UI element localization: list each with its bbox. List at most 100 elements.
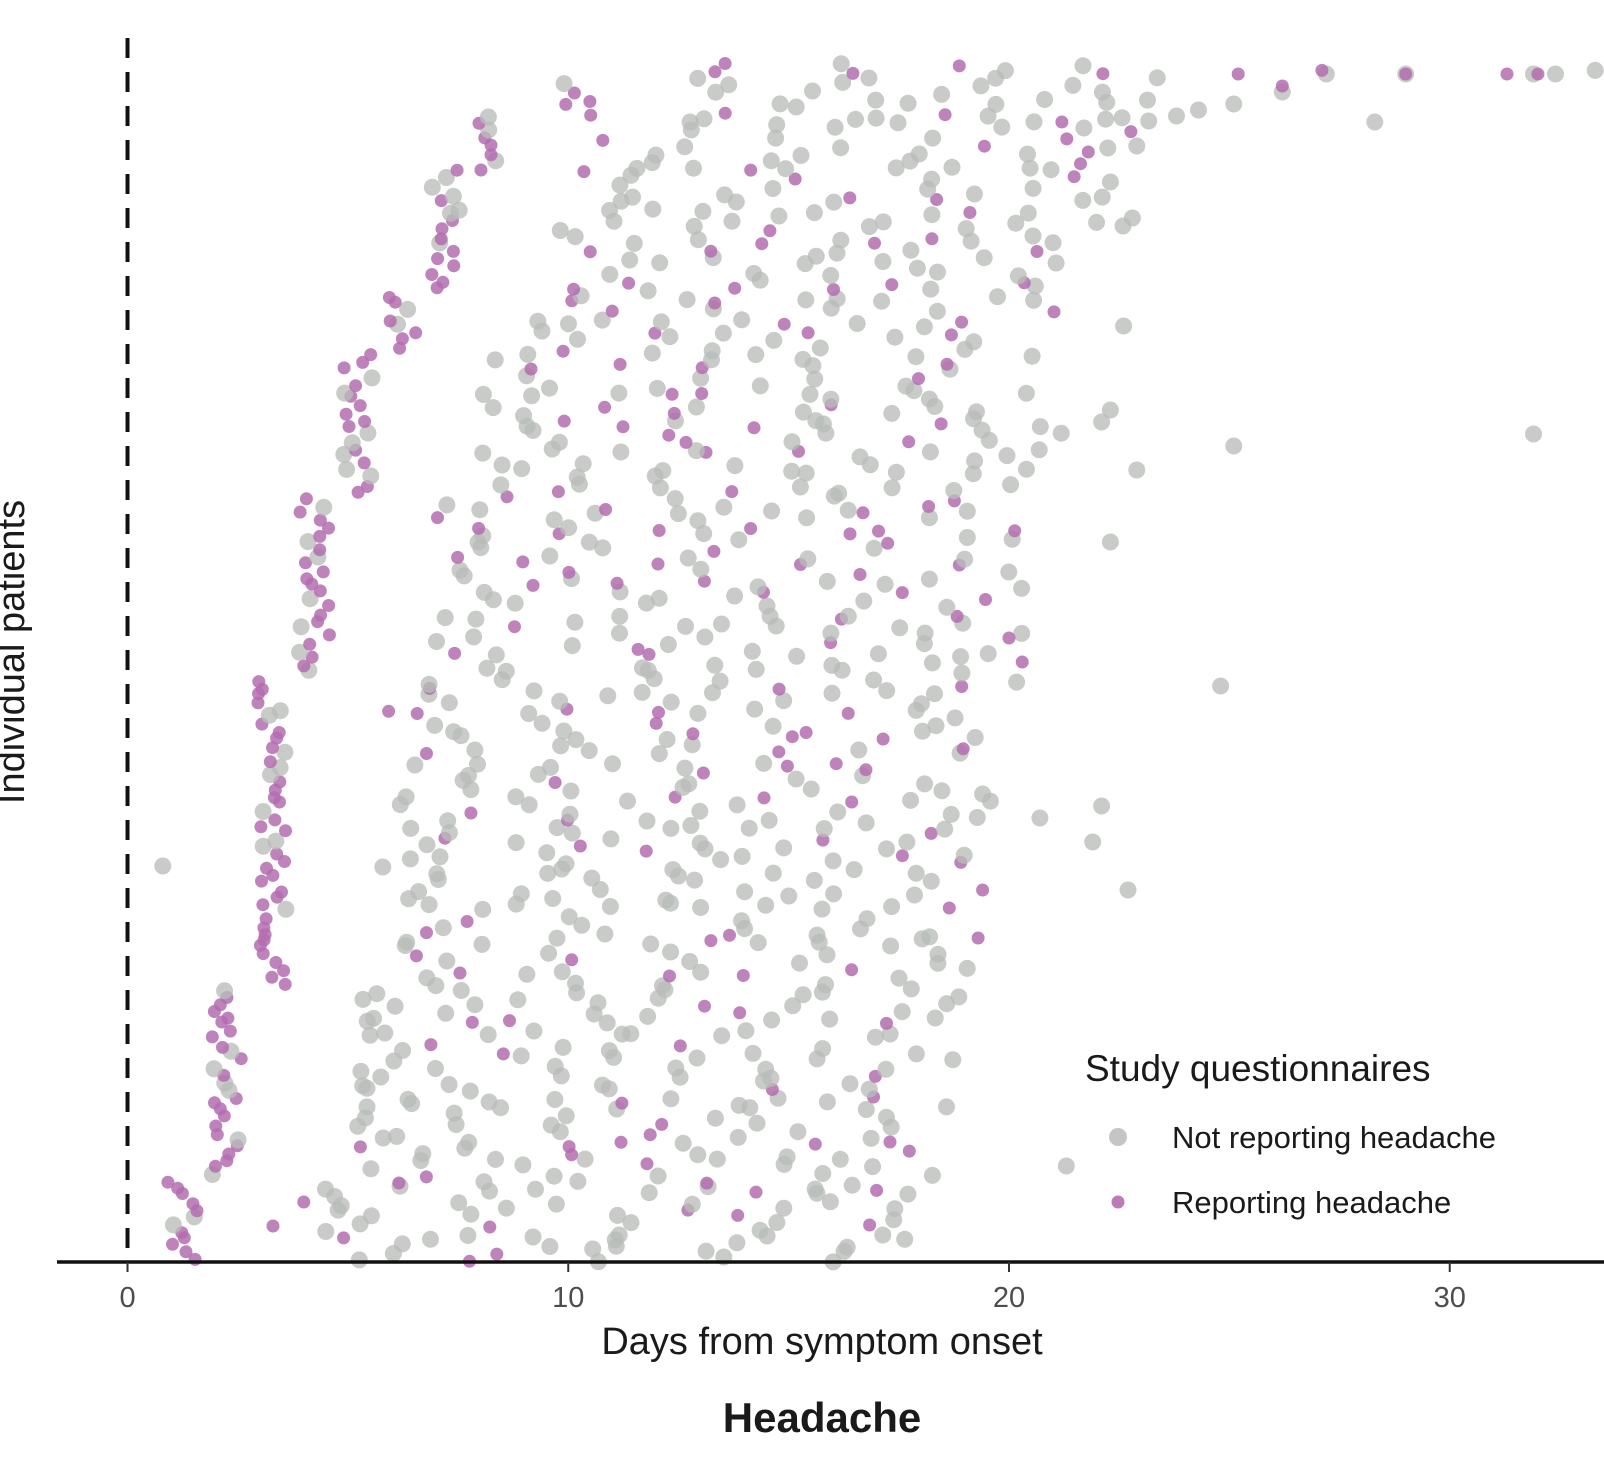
point-not-reporting-301 [813,900,831,918]
point-not-reporting-229 [509,991,527,1009]
point-not-reporting-169 [546,1057,564,1075]
point-reporting-577 [697,574,711,588]
point-reporting-491 [955,680,969,693]
point-reporting-211 [503,1014,516,1028]
point-not-reporting-834 [975,249,993,267]
point-not-reporting-889 [611,176,629,194]
point-not-reporting-31 [164,1216,182,1234]
point-not-reporting-17 [838,1238,856,1256]
point-reporting-248 [663,969,676,983]
point-reporting-12 [166,1237,179,1251]
point-not-reporting-184 [744,1044,762,1062]
point-not-reporting-729 [610,384,628,402]
point-not-reporting-239 [902,980,920,998]
point-not-reporting-448 [966,729,984,746]
point-not-reporting-561 [855,592,873,610]
point-not-reporting-648 [830,484,848,502]
point-not-reporting-1006 [1168,107,1185,125]
point-not-reporting-47 [775,1199,793,1217]
point-not-reporting-915 [647,146,665,164]
point-not-reporting-921 [832,139,850,157]
point-not-reporting-39 [462,1205,480,1223]
point-not-reporting-881 [1074,191,1092,209]
point-not-reporting-404 [562,782,580,800]
point-not-reporting-848 [566,228,584,246]
point-not-reporting-244 [817,976,834,994]
point-reporting-612 [843,527,857,541]
point-not-reporting-682 [687,442,705,460]
point-not-reporting-673 [966,452,984,470]
point-not-reporting-780 [652,313,670,331]
point-reporting-818 [425,268,439,281]
point-not-reporting-769 [765,331,783,349]
point-not-reporting-144 [546,1091,564,1108]
point-not-reporting-79 [814,1165,832,1182]
point-not-reporting-1009 [1101,173,1119,191]
point-not-reporting-964 [1093,83,1111,101]
point-not-reporting-307 [757,896,775,914]
point-not-reporting-711 [515,407,533,425]
point-not-reporting-827 [908,259,926,277]
point-not-reporting-868 [694,202,712,220]
point-not-reporting-886 [965,185,983,203]
point-not-reporting-96 [689,1146,707,1164]
point-not-reporting-9 [584,1240,602,1258]
point-reporting-980 [952,59,966,73]
point-reporting-646 [551,485,565,499]
point-not-reporting-411 [680,775,698,793]
point-not-reporting-786 [733,311,751,329]
point-reporting-627 [293,505,307,519]
point-not-reporting-283 [596,925,614,943]
point-reporting-836 [583,245,597,259]
point-not-reporting-541 [467,610,485,628]
point-not-reporting-250 [890,969,908,987]
point-reporting-772 [409,326,423,340]
point-reporting-840 [1030,245,1044,258]
point-reporting-187 [424,1038,438,1052]
point-not-reporting-296 [858,910,876,928]
point-reporting-69 [161,1175,175,1189]
point-not-reporting-363 [898,833,916,851]
point-reporting-960 [567,86,581,100]
point-not-reporting-884 [716,186,734,204]
point-reporting-898 [450,163,464,177]
point-not-reporting-604 [580,533,598,551]
point-not-reporting-317 [512,885,530,903]
point-not-reporting-212 [639,1007,657,1025]
point-not-reporting-726 [920,390,938,408]
point-reporting-284 [723,928,736,942]
point-not-reporting-533 [916,624,934,642]
point-not-reporting-82 [362,1160,380,1178]
point-reporting-209 [221,1011,235,1025]
point-not-reporting-232 [950,988,968,1006]
point-not-reporting-883 [624,188,641,206]
point-not-reporting-901 [777,160,795,178]
point-not-reporting-445 [658,731,676,748]
point-not-reporting-725 [822,390,840,408]
point-not-reporting-273 [749,934,767,952]
point-reporting-1019 [1231,67,1245,81]
point-not-reporting-331 [764,864,782,882]
point-not-reporting-669 [493,456,511,474]
point-not-reporting-412 [787,770,805,788]
point-reporting-592 [451,550,465,564]
point-reporting-441 [956,742,970,756]
point-not-reporting-478 [912,695,930,713]
point-reporting-701 [747,421,761,435]
point-not-reporting-981 [1074,57,1092,75]
point-reporting-608 [313,529,327,543]
point-not-reporting-849 [689,231,707,249]
point-not-reporting-798 [797,291,815,309]
point-reporting-876 [434,194,448,208]
point-not-reporting-689 [783,433,801,451]
point-reporting-6 [179,1245,193,1259]
point-not-reporting-467 [271,702,289,720]
point-not-reporting-679 [998,447,1016,465]
point-not-reporting-737 [751,377,769,395]
point-reporting-843 [755,237,769,251]
point-not-reporting-51 [450,1194,468,1212]
point-not-reporting-437 [466,741,484,759]
point-reporting-856 [763,224,777,238]
point-not-reporting-214 [926,1009,944,1027]
point-reporting-797 [708,296,722,310]
